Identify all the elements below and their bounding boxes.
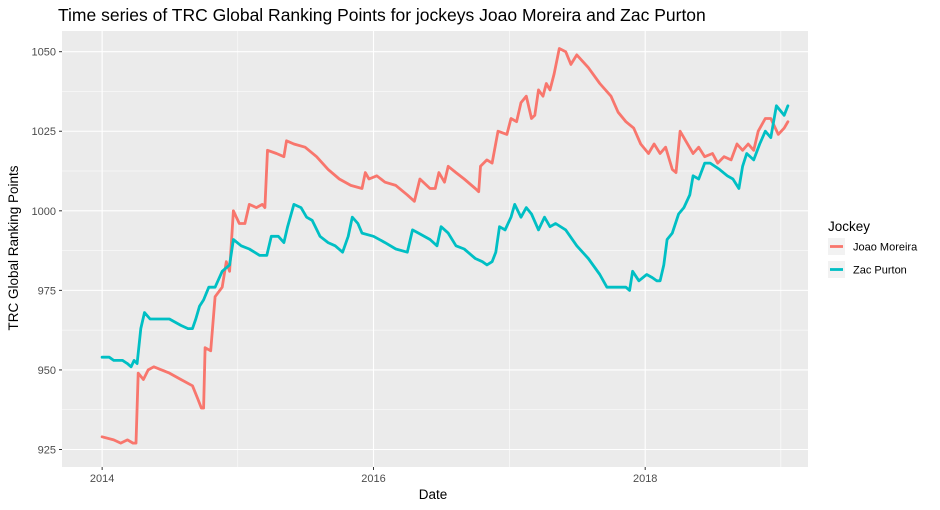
legend-label-zac-purton: Zac Purton: [853, 265, 907, 277]
x-tick-label: 2018: [633, 473, 657, 485]
y-axis: 925 950 975 1000 1025 1050: [32, 47, 62, 456]
y-tick-label: 1025: [32, 126, 56, 138]
y-tick-label: 1050: [32, 47, 56, 59]
legend: Jockey Joao Moreira Zac Purton: [828, 219, 918, 278]
x-axis: 2014 2016 2018: [90, 467, 657, 485]
x-tick-label: 2014: [90, 473, 114, 485]
major-gridlines: [62, 31, 808, 467]
series-layer: [100, 47, 790, 445]
series-line-zac-purton: [100, 104, 790, 369]
y-tick-label: 975: [38, 285, 56, 297]
series-line-joao-moreira: [100, 47, 790, 445]
x-axis-title: Date: [419, 487, 448, 502]
legend-label-joao-moreira: Joao Moreira: [853, 242, 918, 254]
plot-panel: [62, 31, 808, 467]
y-tick-label: 950: [38, 365, 56, 377]
y-tick-label: 925: [38, 444, 56, 456]
minor-gridlines: [62, 31, 808, 467]
y-tick-label: 1000: [32, 206, 56, 218]
legend-title: Jockey: [828, 219, 870, 234]
y-axis-title: TRC Global Ranking Points: [6, 165, 21, 330]
chart-title: Time series of TRC Global Ranking Points…: [58, 5, 706, 25]
x-tick-label: 2016: [361, 473, 385, 485]
